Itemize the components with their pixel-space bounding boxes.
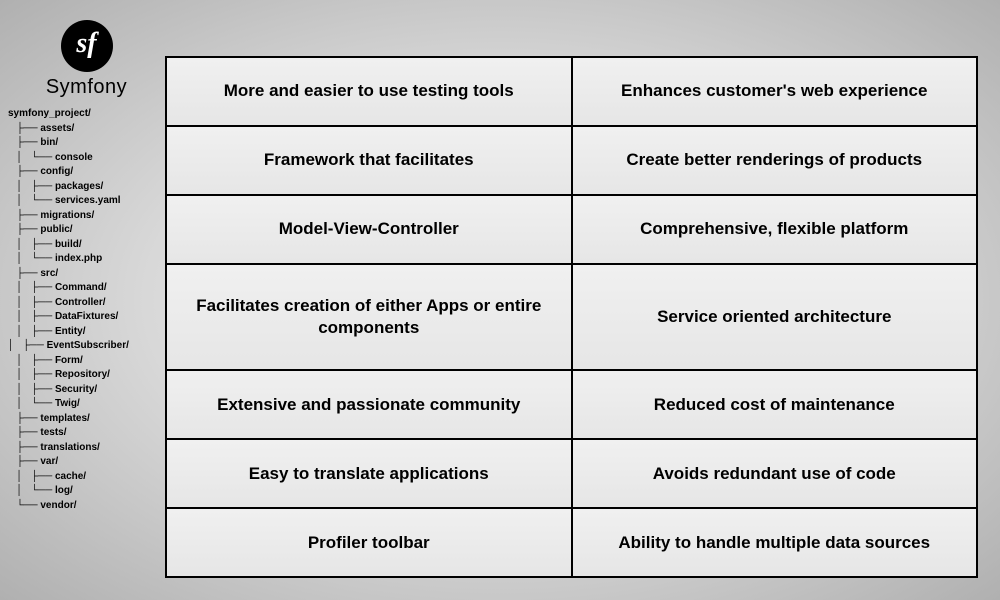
tree-line: symfony_project/ xyxy=(8,107,165,122)
tree-line: │ └── console xyxy=(8,151,165,166)
symfony-logo-icon: sf xyxy=(61,20,113,72)
table-cell: Framework that facilitates xyxy=(166,126,572,195)
table-cell: More and easier to use testing tools xyxy=(166,57,572,126)
tree-line: │ ├── Repository/ xyxy=(8,368,165,383)
table-cell: Reduced cost of maintenance xyxy=(572,370,978,439)
tree-line: └── vendor/ xyxy=(8,499,165,514)
table-cell: Extensive and passionate community xyxy=(166,370,572,439)
symfony-logo: sf Symfony xyxy=(46,20,127,99)
table-cell: Model-View-Controller xyxy=(166,195,572,264)
tree-line: │ ├── Controller/ xyxy=(8,296,165,311)
features-table: More and easier to use testing toolsEnha… xyxy=(165,56,978,578)
tree-line: │ ├── Form/ xyxy=(8,354,165,369)
tree-line: │ ├── DataFixtures/ xyxy=(8,310,165,325)
table-row: Extensive and passionate communityReduce… xyxy=(166,370,977,439)
table-cell: Easy to translate applications xyxy=(166,439,572,508)
table-cell: Create better renderings of products xyxy=(572,126,978,195)
table-row: Easy to translate applicationsAvoids red… xyxy=(166,439,977,508)
table-cell: Avoids redundant use of code xyxy=(572,439,978,508)
table-row: Facilitates creation of either Apps or e… xyxy=(166,264,977,371)
table-cell: Ability to handle multiple data sources xyxy=(572,508,978,577)
symfony-logo-text: Symfony xyxy=(46,76,127,99)
tree-line: ├── translations/ xyxy=(8,441,165,456)
tree-line: ├── bin/ xyxy=(8,136,165,151)
tree-line: │ ├── Security/ xyxy=(8,383,165,398)
tree-line: ├── assets/ xyxy=(8,122,165,137)
symfony-logo-glyph: sf xyxy=(76,30,96,58)
table-cell: Enhances customer's web experience xyxy=(572,57,978,126)
tree-line: ├── src/ xyxy=(8,267,165,282)
table-row: Profiler toolbarAbility to handle multip… xyxy=(166,508,977,577)
table-row: Model-View-ControllerComprehensive, flex… xyxy=(166,195,977,264)
main-content: More and easier to use testing toolsEnha… xyxy=(165,0,1000,600)
project-tree: symfony_project/ ├── assets/ ├── bin/ │ … xyxy=(8,107,165,513)
tree-line: ├── config/ xyxy=(8,165,165,180)
tree-line: │ ├── EventSubscriber/ xyxy=(8,339,165,354)
tree-line: │ ├── cache/ xyxy=(8,470,165,485)
sidebar: sf Symfony symfony_project/ ├── assets/ … xyxy=(0,0,165,600)
tree-line: │ ├── Command/ xyxy=(8,281,165,296)
table-cell: Comprehensive, flexible platform xyxy=(572,195,978,264)
tree-line: ├── templates/ xyxy=(8,412,165,427)
table-cell: Service oriented architecture xyxy=(572,264,978,371)
table-cell: Profiler toolbar xyxy=(166,508,572,577)
tree-line: ├── public/ xyxy=(8,223,165,238)
tree-line: │ ├── packages/ xyxy=(8,180,165,195)
tree-line: │ └── Twig/ xyxy=(8,397,165,412)
tree-line: │ ├── build/ xyxy=(8,238,165,253)
tree-line: │ ├── Entity/ xyxy=(8,325,165,340)
tree-line: ├── var/ xyxy=(8,455,165,470)
tree-line: ├── tests/ xyxy=(8,426,165,441)
table-cell: Facilitates creation of either Apps or e… xyxy=(166,264,572,371)
tree-line: │ └── index.php xyxy=(8,252,165,267)
tree-line: ├── migrations/ xyxy=(8,209,165,224)
tree-line: │ └── services.yaml xyxy=(8,194,165,209)
table-row: More and easier to use testing toolsEnha… xyxy=(166,57,977,126)
tree-line: │ └── log/ xyxy=(8,484,165,499)
table-row: Framework that facilitatesCreate better … xyxy=(166,126,977,195)
